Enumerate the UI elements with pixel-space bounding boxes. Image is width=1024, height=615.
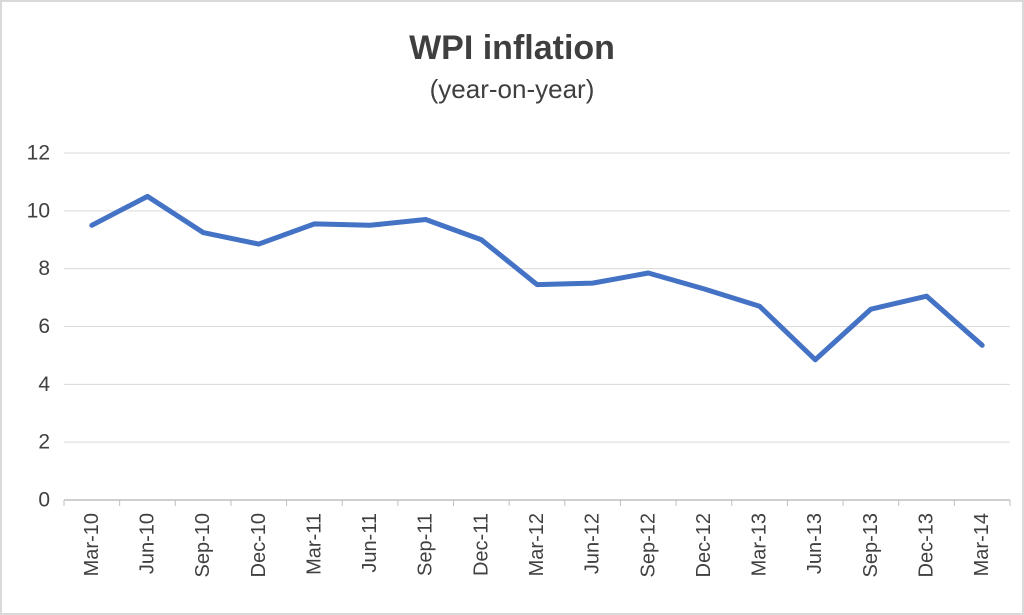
x-axis-tick-label: Jun-10: [136, 513, 158, 574]
y-axis-tick-label: 6: [38, 315, 50, 338]
x-axis-tick-label: Mar-14: [971, 513, 993, 576]
x-axis-tick-label: Jun-12: [582, 513, 604, 574]
wpi-series-line: [89, 193, 985, 363]
x-axis-tick-label: Jun-11: [359, 513, 381, 573]
x-axis-tick-label: Dec-13: [916, 513, 938, 577]
x-axis-tick-label: Mar-13: [749, 513, 771, 576]
line-plot-area: 0 2 4 6 8 10 12 Mar-10 Jun-10 Sep-10 Dec-10 Mar-11 J…: [27, 142, 1011, 578]
x-axis-tick-label: Dec-12: [693, 513, 715, 577]
x-axis-tick-label: Dec-11: [470, 513, 492, 576]
chart-subtitle: (year-on-year): [429, 74, 595, 104]
x-axis-tick-label: Sep-11: [415, 513, 437, 576]
x-axis-tick-label: Sep-10: [192, 513, 214, 578]
x-axis-tick-label: Jun-13: [804, 513, 826, 574]
y-axis-tick-label: 0: [38, 489, 50, 512]
x-axis-tick-label: Mar-10: [81, 513, 103, 576]
x-axis-tick-label: Sep-12: [637, 513, 659, 578]
chart-title: WPI inflation: [409, 29, 615, 67]
y-axis-tick-label: 4: [38, 373, 50, 396]
y-axis-tick-label: 12: [27, 142, 50, 165]
y-axis-tick-label: 10: [27, 199, 50, 222]
y-axis-tick-label: 2: [38, 431, 50, 454]
x-axis-tick-label: Mar-11: [303, 513, 325, 575]
x-axis-tick-label: Dec-10: [248, 513, 270, 577]
x-axis-tick-label: Mar-12: [526, 513, 548, 576]
y-axis-tick-label: 8: [38, 257, 50, 280]
x-axis-tick-label: Sep-13: [860, 513, 882, 578]
